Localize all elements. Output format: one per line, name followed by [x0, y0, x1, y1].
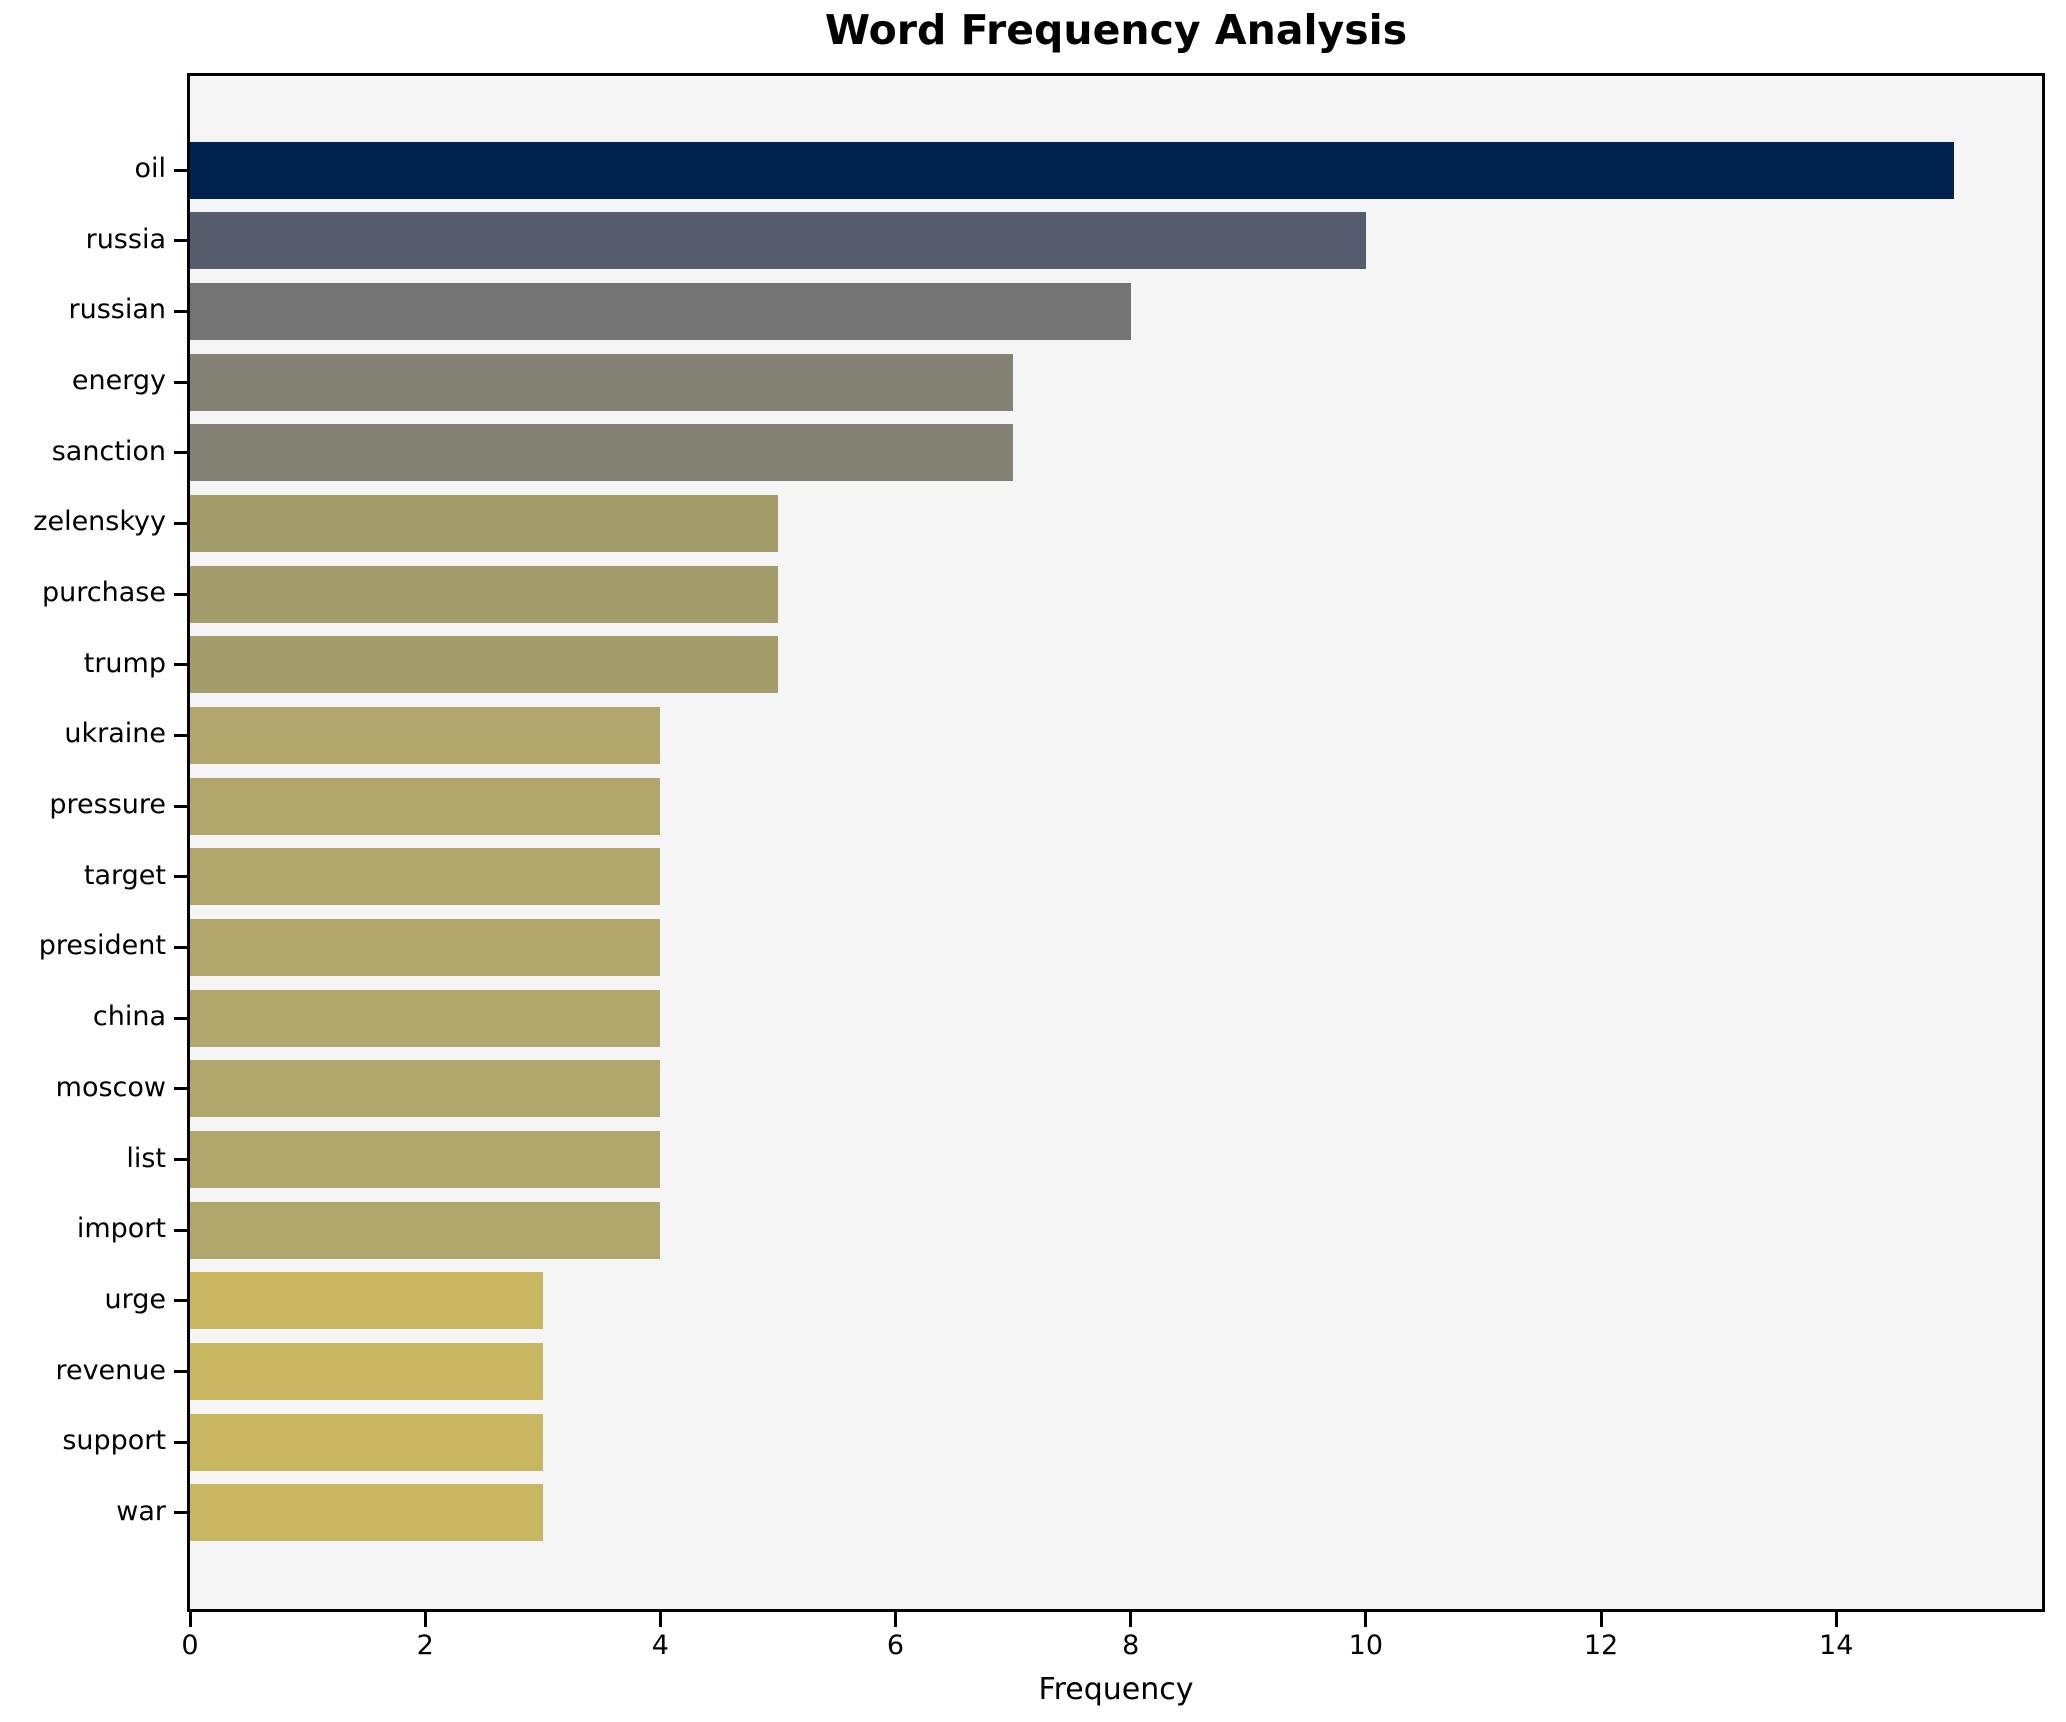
- xtick-mark-4: [658, 1612, 662, 1627]
- bar-president: [190, 918, 661, 976]
- bar-russia: [190, 212, 1366, 270]
- chart-title: Word Frequency Analysis: [824, 6, 1408, 54]
- ytick-label-war: war: [116, 1495, 166, 1527]
- bar-urge: [190, 1272, 543, 1330]
- ytick-label-ukraine: ukraine: [64, 718, 166, 750]
- bar-energy: [190, 353, 1014, 411]
- ytick-label-urge: urge: [104, 1283, 167, 1315]
- ytick-mark-russian: [174, 309, 187, 313]
- ytick-label-sanction: sanction: [51, 435, 166, 467]
- ytick-mark-moscow: [174, 1087, 187, 1091]
- bar-pressure: [190, 777, 661, 835]
- ytick-label-pressure: pressure: [49, 789, 166, 821]
- bar-list: [190, 1131, 661, 1189]
- xtick-mark-12: [1599, 1612, 1603, 1627]
- ytick-label-target: target: [83, 859, 166, 891]
- ytick-label-oil: oil: [134, 153, 166, 184]
- ytick-mark-russia: [174, 239, 187, 243]
- xtick-label-10: 10: [1348, 1630, 1384, 1661]
- bar-import: [190, 1201, 661, 1259]
- ytick-mark-support: [174, 1440, 187, 1444]
- ytick-mark-urge: [174, 1299, 187, 1303]
- ytick-label-moscow: moscow: [55, 1071, 166, 1103]
- xtick-label-2: 2: [416, 1630, 434, 1661]
- xtick-label-4: 4: [651, 1630, 669, 1661]
- bar-ukraine: [190, 706, 661, 764]
- xtick-label-6: 6: [886, 1630, 905, 1661]
- ytick-mark-list: [174, 1158, 187, 1162]
- ytick-label-purchase: purchase: [42, 577, 166, 609]
- ytick-mark-pressure: [174, 804, 187, 808]
- ytick-mark-target: [174, 875, 187, 879]
- ytick-label-russia: russia: [85, 223, 166, 255]
- ytick-mark-china: [174, 1016, 187, 1020]
- x-axis-label: Frequency: [1038, 1672, 1194, 1707]
- ytick-mark-purchase: [174, 592, 187, 596]
- ytick-mark-ukraine: [174, 733, 187, 737]
- bar-russian: [190, 282, 1131, 340]
- ytick-mark-president: [174, 945, 187, 949]
- bar-zelenskyy: [190, 494, 778, 552]
- ytick-mark-oil: [174, 168, 187, 172]
- ytick-label-trump: trump: [83, 647, 166, 679]
- bar-china: [190, 989, 661, 1047]
- bar-purchase: [190, 565, 778, 623]
- ytick-label-import: import: [76, 1213, 166, 1245]
- xtick-mark-0: [188, 1612, 192, 1627]
- xtick-label-14: 14: [1819, 1630, 1854, 1661]
- xtick-label-12: 12: [1583, 1630, 1619, 1661]
- bar-target: [190, 848, 661, 906]
- ytick-mark-zelenskyy: [174, 521, 187, 525]
- plot-area: [187, 73, 2045, 1612]
- ytick-mark-sanction: [174, 451, 187, 455]
- ytick-label-zelenskyy: zelenskyy: [33, 506, 166, 538]
- bar-support: [190, 1413, 543, 1471]
- ytick-mark-trump: [174, 663, 187, 667]
- bar-oil: [190, 141, 1954, 199]
- ytick-label-support: support: [62, 1425, 166, 1457]
- bar-moscow: [190, 1060, 661, 1118]
- xtick-mark-14: [1834, 1612, 1838, 1627]
- ytick-label-list: list: [126, 1142, 166, 1174]
- ytick-label-china: china: [92, 1001, 166, 1033]
- xtick-mark-10: [1364, 1612, 1368, 1627]
- ytick-label-president: president: [38, 930, 166, 962]
- ytick-mark-revenue: [174, 1370, 187, 1374]
- xtick-label-0: 0: [181, 1630, 199, 1661]
- xtick-mark-6: [894, 1612, 898, 1627]
- ytick-mark-energy: [174, 380, 187, 384]
- bar-revenue: [190, 1343, 543, 1401]
- xtick-label-8: 8: [1122, 1630, 1140, 1661]
- xtick-mark-8: [1129, 1612, 1133, 1627]
- bar-sanction: [190, 424, 1014, 482]
- ytick-mark-war: [174, 1511, 187, 1515]
- bar-war: [190, 1484, 543, 1542]
- bar-trump: [190, 636, 778, 694]
- ytick-label-energy: energy: [71, 365, 166, 397]
- ytick-label-russian: russian: [68, 294, 166, 326]
- ytick-mark-import: [174, 1228, 187, 1232]
- ytick-label-revenue: revenue: [55, 1354, 166, 1386]
- xtick-mark-2: [423, 1612, 427, 1627]
